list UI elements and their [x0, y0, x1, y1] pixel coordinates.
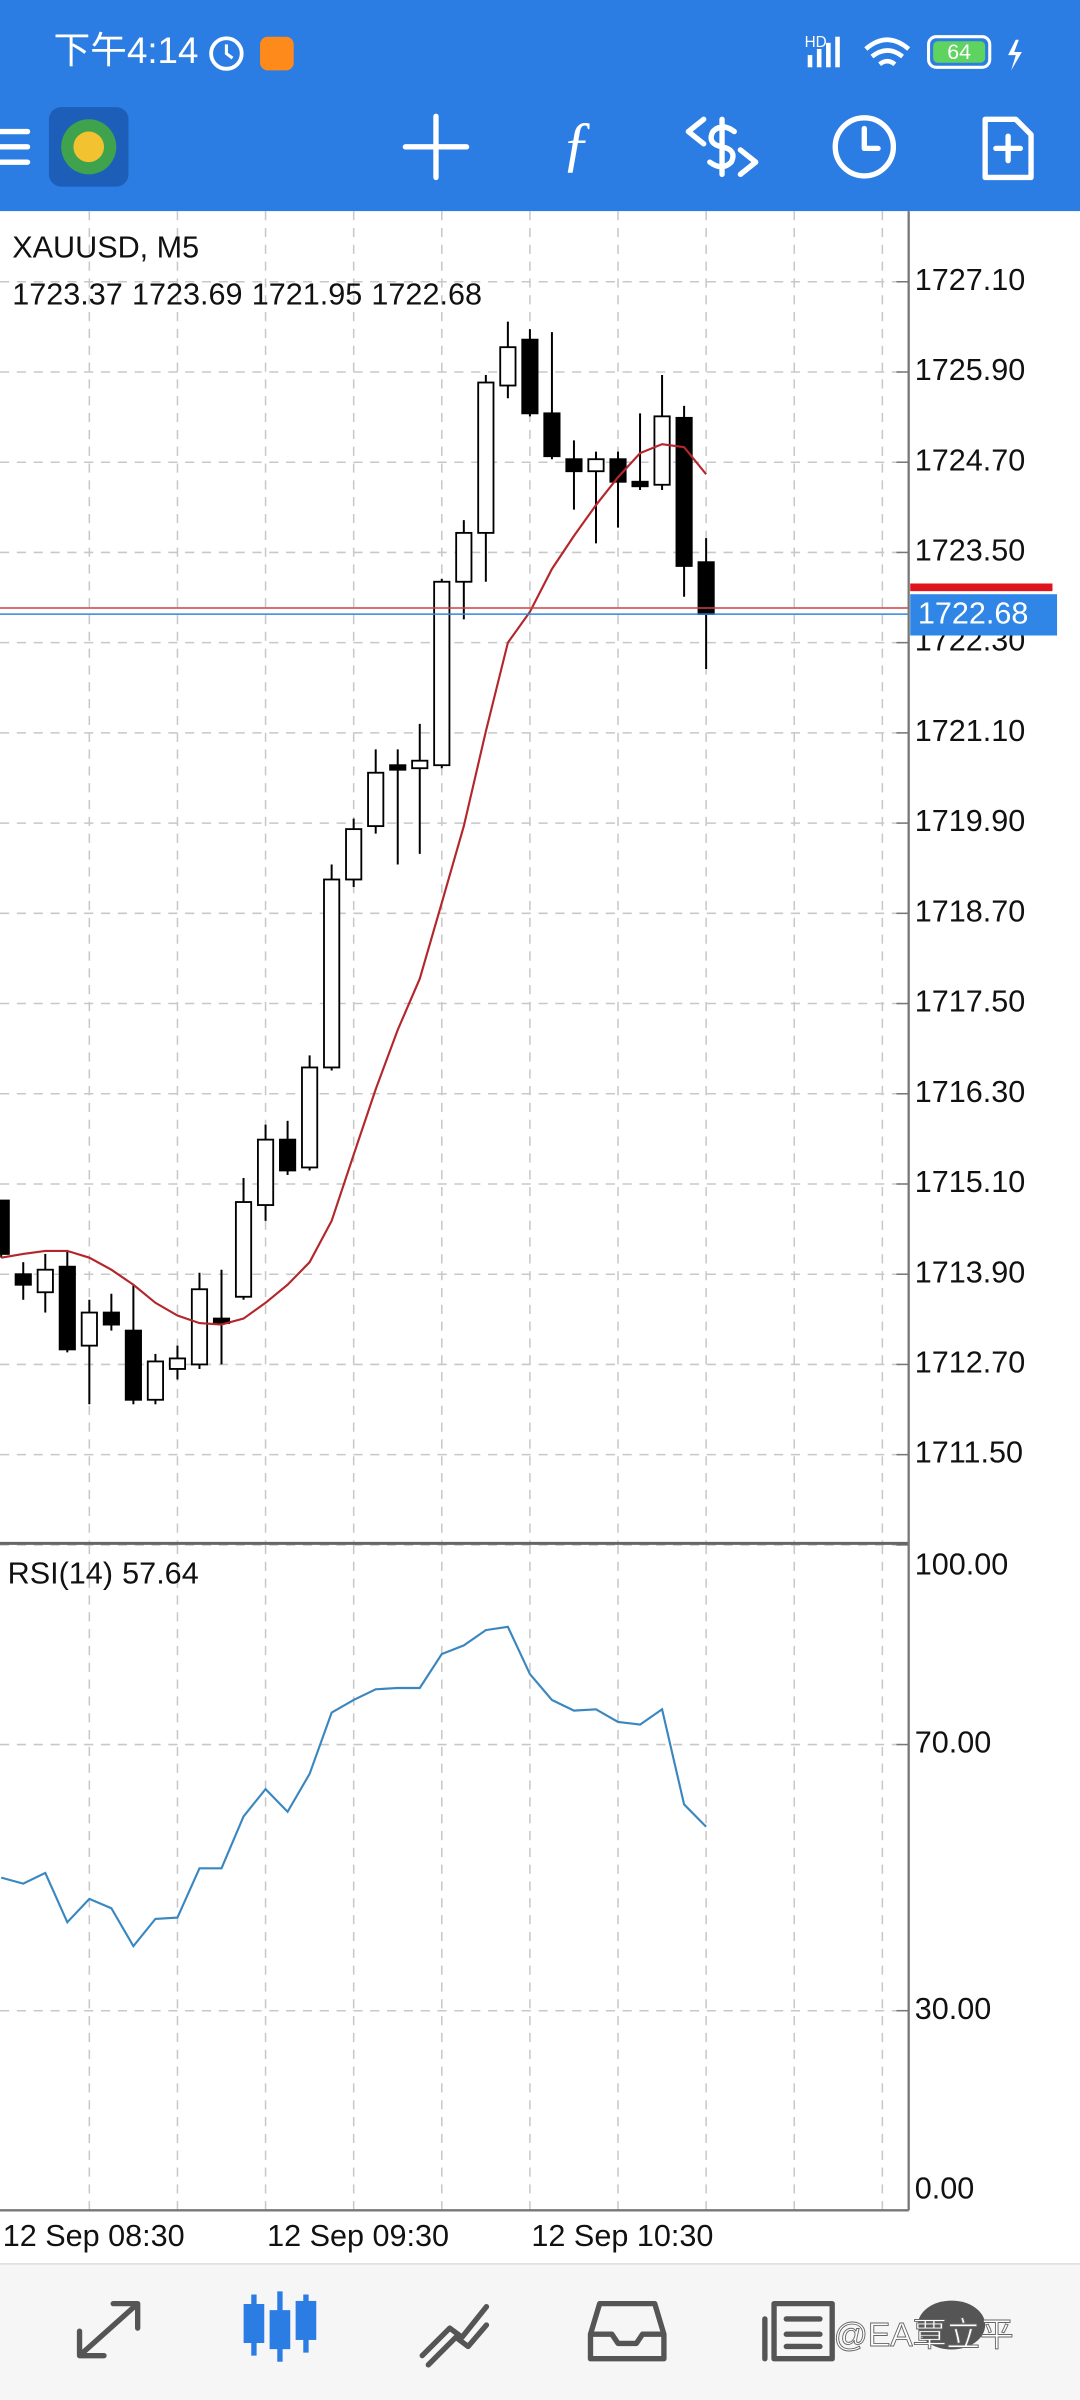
rsi-panel: [0, 1544, 909, 2212]
y-tick-label: 0.00: [915, 2172, 975, 2206]
rsi-title: RSI(14) 57.64: [8, 1557, 199, 1591]
chat-tab[interactable]: [917, 2300, 986, 2350]
candle-body: [256, 1138, 275, 1206]
y-tick-label: 1718.70: [915, 894, 1026, 928]
candle-body: [234, 1201, 253, 1298]
chart-tab[interactable]: [243, 2291, 317, 2362]
candle-body: [345, 828, 363, 881]
open-readout: 1723.37: [12, 278, 123, 312]
x-tick-label: 12 Sep 10:30: [531, 2219, 713, 2253]
chart-title: XAUUSD, M5: [12, 230, 199, 264]
rsi-value: 57.64: [122, 1557, 199, 1591]
network-label: HD: [805, 34, 827, 51]
candle-body: [146, 1360, 164, 1401]
candle-body: [565, 458, 583, 473]
candle-body: [301, 1066, 319, 1169]
y-tick-label: 1715.10: [915, 1165, 1026, 1199]
crosshair-button[interactable]: [402, 113, 470, 181]
candle-body: [58, 1265, 76, 1351]
candle-body: [279, 1138, 297, 1172]
status-time: 下午4:14: [54, 30, 199, 71]
rsi-line: [0, 1625, 707, 1949]
high-readout: 1723.69: [132, 278, 243, 312]
candle-body: [455, 531, 473, 583]
y-tick-label: 100.00: [915, 1547, 1009, 1581]
candle-body: [168, 1357, 187, 1370]
candle-body: [36, 1268, 54, 1294]
candle-body: [697, 561, 715, 616]
candle-body: [323, 878, 341, 1069]
candle-body: [367, 771, 385, 828]
price-panel: [0, 211, 909, 1542]
candle-body: [124, 1329, 142, 1401]
candle-body: [212, 1317, 231, 1325]
trade-tab[interactable]: [419, 2304, 490, 2368]
candle-body: [102, 1311, 120, 1326]
close-readout: 1722.68: [371, 278, 482, 312]
y-tick-label: 1723.50: [915, 534, 1026, 568]
svg-text:ƒ: ƒ: [561, 110, 592, 178]
history-tab[interactable]: [587, 2300, 667, 2362]
candle-body: [631, 480, 649, 488]
new-order-button[interactable]: [982, 116, 1034, 181]
y-tick-label: 1711.50: [915, 1436, 1023, 1470]
app-logo[interactable]: [48, 107, 129, 187]
y-tick-label: 1717.50: [915, 985, 1026, 1019]
candle-body: [0, 1199, 10, 1255]
y-tick-label: 1725.90: [915, 353, 1026, 387]
candle-body: [389, 764, 407, 771]
y-tick-label: 1713.90: [915, 1255, 1026, 1289]
candle-body: [499, 346, 517, 387]
candle-body: [80, 1311, 98, 1347]
candle-body: [587, 458, 605, 473]
candle-body: [14, 1273, 32, 1286]
price-label-box: [910, 594, 1058, 636]
rsi-name: RSI(14): [8, 1557, 113, 1591]
bottom-nav: [0, 2263, 1080, 2400]
low-readout: 1721.95: [252, 278, 363, 312]
y-tick-label: 1719.90: [915, 804, 1026, 838]
candle-body: [190, 1288, 209, 1366]
y-tick-label: 1716.30: [915, 1075, 1026, 1109]
ohlc-readout: 1723.37 1723.69 1721.95 1722.68: [12, 278, 482, 312]
candle-body: [543, 412, 561, 458]
y-tick-label: 1727.10: [915, 263, 1026, 297]
timeframe-button[interactable]: [832, 115, 897, 179]
y-tick-label: 70.00: [915, 1726, 992, 1760]
x-tick-label: 12 Sep 09:30: [267, 2219, 449, 2253]
candle-body: [675, 416, 693, 567]
candle-body: [653, 415, 671, 486]
news-tab[interactable]: [762, 2300, 835, 2362]
x-tick-label: 12 Sep 08:30: [3, 2219, 185, 2253]
candle-body: [609, 458, 627, 483]
battery-level: 64: [947, 40, 971, 64]
watermark: @EA覃立平: [834, 2316, 1014, 2354]
quotes-tab[interactable]: [76, 2300, 141, 2359]
y-tick-label: 1712.70: [915, 1346, 1026, 1380]
y-tick-label: 1721.10: [915, 714, 1026, 748]
status-icons: HD 64: [209, 34, 1022, 71]
indicators-button[interactable]: ƒ: [561, 110, 592, 178]
y-tick-label: 30.00: [915, 1992, 992, 2026]
ask-marker: [910, 583, 1053, 592]
candle-body: [433, 580, 451, 767]
candle-body: [521, 338, 539, 415]
moving-average: [1, 443, 707, 1326]
y-tick-label: 1724.70: [915, 443, 1026, 477]
trade-button[interactable]: [685, 116, 759, 178]
menu-button[interactable]: [0, 128, 31, 165]
candle-body: [411, 759, 429, 770]
price-label: 1722.68: [918, 597, 1029, 631]
top-bar: [0, 0, 1080, 212]
candle-body: [477, 381, 495, 534]
